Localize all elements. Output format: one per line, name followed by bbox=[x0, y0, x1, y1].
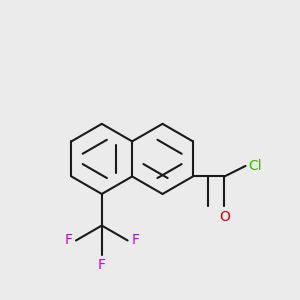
Text: F: F bbox=[98, 258, 106, 272]
Text: O: O bbox=[219, 210, 230, 224]
Text: F: F bbox=[131, 233, 139, 248]
Text: Cl: Cl bbox=[248, 159, 262, 173]
Text: F: F bbox=[64, 233, 72, 248]
